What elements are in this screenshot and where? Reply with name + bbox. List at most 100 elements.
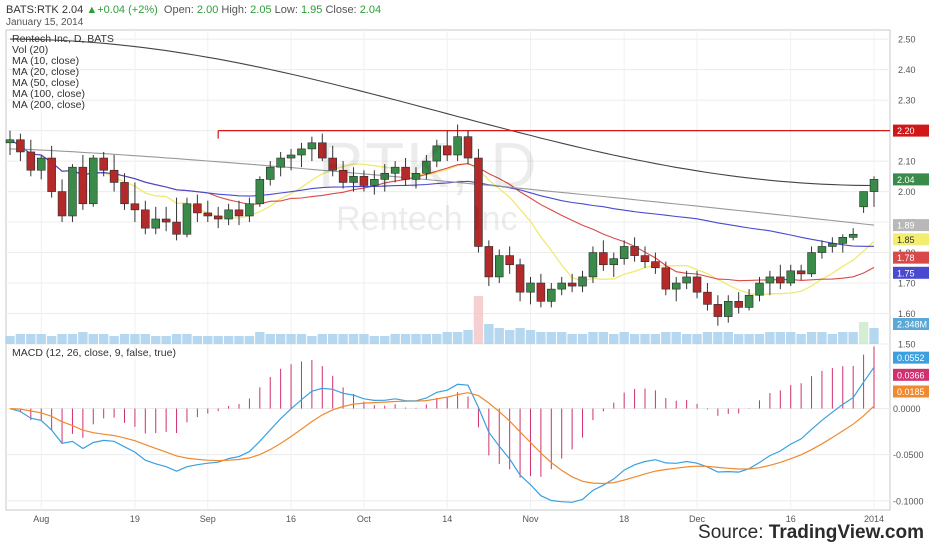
volume-bar bbox=[733, 334, 744, 344]
indicator-ma100: MA (100, close) bbox=[12, 88, 85, 100]
time-tick-label: Dec bbox=[689, 514, 706, 524]
candle-body bbox=[182, 203, 192, 235]
macd-series bbox=[9, 346, 875, 503]
candle-body bbox=[359, 176, 369, 186]
candle-body bbox=[432, 145, 442, 162]
ma10-line bbox=[9, 139, 875, 296]
candlesticks bbox=[5, 124, 879, 326]
volume-bar bbox=[307, 336, 317, 344]
candle-body bbox=[16, 139, 25, 153]
indicator-title: Rentech Inc, D, BATS bbox=[12, 33, 114, 45]
quote-header: BATS:RTK 2.04 ▲+0.04 (+2%) Open: 2.00 Hi… bbox=[6, 4, 381, 16]
candle-body bbox=[869, 179, 879, 192]
volume-bar bbox=[78, 332, 88, 344]
candle-body bbox=[619, 246, 629, 259]
indicator-ma50: MA (50, close) bbox=[12, 77, 80, 89]
price-tick-label: 1.70 bbox=[898, 279, 916, 289]
volume-bar bbox=[744, 334, 754, 344]
volume-bar bbox=[109, 336, 119, 344]
low-value: 1.95 bbox=[300, 4, 323, 16]
candle-body bbox=[297, 148, 306, 156]
candle-body bbox=[494, 255, 504, 278]
candle-body bbox=[838, 237, 848, 244]
candle-body bbox=[57, 191, 67, 217]
volume-bar bbox=[26, 334, 36, 344]
gridlines bbox=[6, 30, 890, 510]
volume-bar bbox=[99, 334, 109, 344]
candle-body bbox=[859, 191, 868, 208]
volume-bar bbox=[557, 332, 567, 344]
candle-body bbox=[151, 218, 160, 229]
volume-bar bbox=[36, 334, 46, 344]
candle-body bbox=[224, 209, 233, 220]
candle-body bbox=[817, 246, 827, 253]
time-tick-label: 16 bbox=[286, 514, 296, 524]
ma20-badge-bg bbox=[893, 251, 929, 264]
volume-bar bbox=[858, 322, 869, 344]
volume-bar bbox=[629, 334, 640, 344]
candle-body bbox=[578, 276, 587, 287]
candle-body bbox=[307, 142, 317, 150]
indicator-ma200: MA (200, close) bbox=[12, 99, 85, 111]
price-tick-label: 2.00 bbox=[898, 187, 916, 197]
candle-body bbox=[78, 166, 88, 205]
time-tick-label: 18 bbox=[619, 514, 629, 524]
volume-bar bbox=[869, 328, 879, 344]
volume-badge: 2.348M bbox=[897, 320, 927, 330]
volume-bar bbox=[567, 334, 577, 344]
volume-bar bbox=[119, 334, 130, 344]
candle-body bbox=[724, 301, 733, 317]
candle-body bbox=[213, 215, 223, 220]
volume-bar bbox=[348, 334, 359, 344]
up-arrow-icon: ▲ bbox=[86, 4, 98, 16]
volume-bar bbox=[338, 334, 348, 344]
macd-tick-label: -0.0500 bbox=[893, 450, 924, 460]
source-brand: TradingView.com bbox=[768, 522, 924, 543]
time-tick-label: 14 bbox=[442, 514, 452, 524]
volume-bar bbox=[765, 332, 775, 344]
source-credit: Source: TradingView.com bbox=[698, 522, 924, 544]
volume-bar bbox=[702, 332, 713, 344]
candle-body bbox=[5, 139, 15, 144]
volume-bar bbox=[525, 330, 536, 344]
last-price: 2.04 bbox=[61, 4, 84, 16]
volume-bar bbox=[223, 336, 234, 344]
volume-bar bbox=[234, 336, 244, 344]
price-tick-label: 2.50 bbox=[898, 35, 916, 45]
volume-bar bbox=[15, 334, 26, 344]
candle-body bbox=[141, 209, 150, 229]
volume-bar bbox=[775, 332, 785, 344]
resistance-badge: 2.20 bbox=[897, 126, 915, 136]
volume-bar bbox=[265, 334, 275, 344]
candle-body bbox=[744, 294, 754, 308]
volume-bar bbox=[598, 332, 609, 344]
ma100-badge-bg bbox=[893, 219, 929, 232]
volume-bar bbox=[577, 334, 588, 344]
high-value: 2.05 bbox=[250, 4, 272, 16]
moving-averages bbox=[9, 38, 875, 296]
volume-bar bbox=[255, 332, 265, 344]
ma50-line bbox=[9, 139, 874, 247]
volume-bar bbox=[328, 334, 338, 344]
volume-bar bbox=[671, 332, 681, 344]
price-change: +0.04 (+2%) bbox=[97, 4, 158, 16]
volume-bar bbox=[681, 334, 692, 344]
volume-bar bbox=[713, 332, 723, 344]
candle-body bbox=[557, 282, 566, 290]
watermark-company: Rentech Inc bbox=[336, 200, 518, 238]
last-price-badge-bg bbox=[893, 173, 929, 186]
macd-title: MACD (12, 26, close, 9, false, true) bbox=[12, 347, 176, 359]
candle-body bbox=[567, 282, 577, 287]
price-tick-label: 2.10 bbox=[898, 157, 916, 167]
candle-body bbox=[474, 157, 483, 247]
volume-bar bbox=[286, 334, 296, 344]
macd-line bbox=[9, 366, 875, 503]
volume-bar bbox=[46, 336, 57, 344]
price-tick-label: 2.40 bbox=[898, 65, 916, 75]
candle-body bbox=[515, 264, 525, 293]
candle-body bbox=[796, 270, 806, 275]
volume-bar bbox=[296, 334, 307, 344]
volume-bar bbox=[806, 332, 817, 344]
volume-bar bbox=[827, 334, 838, 344]
